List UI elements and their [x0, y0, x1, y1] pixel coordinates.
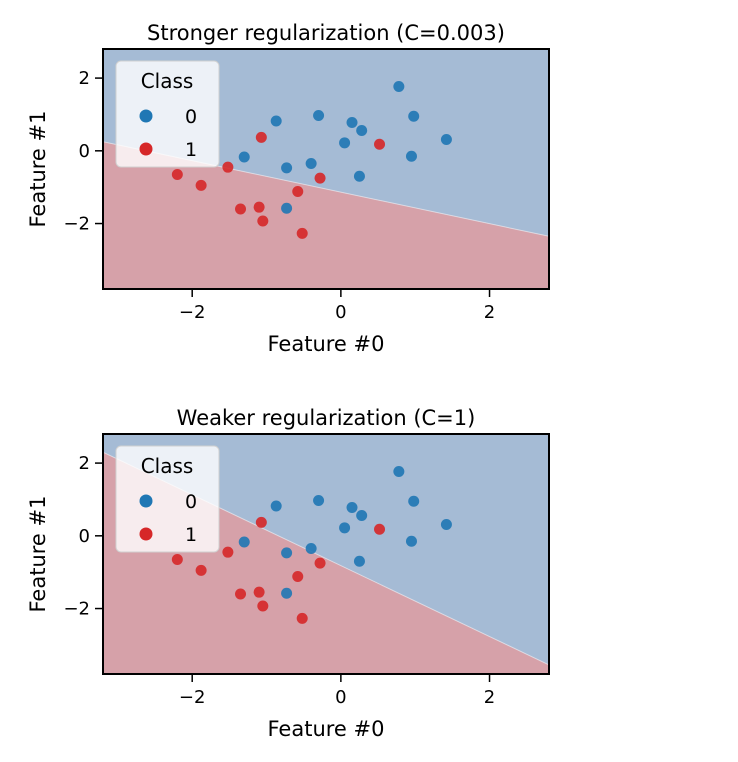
- point-class-1: [296, 612, 308, 624]
- point-class-0: [313, 495, 325, 507]
- point-class-1: [292, 571, 304, 583]
- point-class-0: [270, 115, 282, 127]
- point-class-0: [408, 110, 420, 122]
- point-class-1: [253, 586, 265, 598]
- point-class-0: [353, 555, 365, 567]
- y-axis-label: Feature #1: [26, 111, 50, 228]
- x-axis-label: Feature #0: [268, 717, 385, 741]
- point-class-1: [235, 588, 247, 600]
- point-class-0: [393, 465, 405, 477]
- axes-frame: [102, 48, 550, 290]
- legend-title: Class: [141, 454, 194, 478]
- legend-label: 0: [185, 106, 197, 128]
- axes-frame: [102, 433, 550, 675]
- y-tick-label: 2: [79, 453, 90, 474]
- point-class-0: [408, 495, 420, 507]
- point-class-0: [346, 501, 358, 513]
- point-class-0: [346, 116, 358, 128]
- point-class-1: [171, 168, 183, 180]
- point-class-1: [292, 186, 304, 198]
- point-class-1: [253, 201, 265, 213]
- point-class-1: [374, 138, 386, 150]
- x-axis-label: Feature #0: [268, 332, 385, 356]
- point-class-1: [255, 516, 267, 528]
- point-class-1: [255, 131, 267, 143]
- point-class-0: [305, 543, 317, 555]
- x-tick-label: 2: [484, 687, 495, 708]
- region-class-1: [103, 141, 549, 289]
- x-tick-label: −2: [179, 302, 206, 323]
- point-class-0: [405, 535, 417, 547]
- point-class-0: [281, 202, 293, 214]
- legend-label: 1: [185, 139, 197, 161]
- legend-box: [115, 445, 220, 553]
- chart-1: −2 0 2 −2 0 2 Weaker regularization (C=1) Featu…: [26, 406, 550, 741]
- point-class-1: [374, 523, 386, 535]
- x-tick-label: 2: [484, 302, 495, 323]
- point-class-1: [314, 172, 326, 184]
- legend-box: [115, 60, 220, 168]
- point-class-0: [238, 536, 250, 548]
- y-tick-label: −2: [63, 599, 90, 620]
- point-class-0: [270, 500, 282, 512]
- y-tick-label: 0: [79, 141, 90, 162]
- legend-label: 0: [185, 491, 197, 513]
- point-class-0: [356, 509, 368, 521]
- x-tick-label: 0: [335, 687, 346, 708]
- point-class-0: [339, 137, 351, 149]
- y-tick-label: 2: [79, 68, 90, 89]
- point-class-1: [296, 227, 308, 239]
- chart-title: Stronger regularization (C=0.003): [147, 21, 505, 45]
- point-class-0: [339, 522, 351, 534]
- legend-marker-class-1: [139, 142, 153, 156]
- point-class-0: [281, 162, 293, 174]
- legend-marker-class-0: [139, 109, 153, 123]
- point-class-0: [356, 124, 368, 136]
- chart-0: −2 0 2 −2 0 2 Stronger regularization (C=0.003…: [26, 21, 550, 356]
- legend-marker-class-0: [139, 494, 153, 508]
- point-class-0: [281, 547, 293, 559]
- point-class-1: [195, 179, 207, 191]
- point-class-0: [353, 170, 365, 182]
- point-class-0: [440, 519, 452, 531]
- point-class-1: [235, 203, 247, 215]
- point-class-0: [238, 151, 250, 163]
- point-class-0: [405, 150, 417, 162]
- y-tick-label: 0: [79, 526, 90, 547]
- point-class-0: [305, 158, 317, 170]
- y-tick-label: −2: [63, 214, 90, 235]
- point-class-1: [257, 215, 269, 227]
- x-tick-label: −2: [179, 687, 206, 708]
- point-class-1: [314, 557, 326, 569]
- y-axis-label: Feature #1: [26, 496, 50, 613]
- point-class-0: [393, 80, 405, 92]
- point-class-0: [281, 587, 293, 599]
- legend-label: 1: [185, 524, 197, 546]
- point-class-1: [222, 546, 234, 558]
- legend-title: Class: [141, 69, 194, 93]
- legend: Class 0 1: [115, 60, 220, 168]
- legend: Class 0 1: [115, 445, 220, 553]
- point-class-1: [222, 161, 234, 173]
- chart-title: Weaker regularization (C=1): [177, 406, 476, 430]
- point-class-1: [195, 564, 207, 576]
- x-tick-label: 0: [335, 302, 346, 323]
- legend-marker-class-1: [139, 527, 153, 541]
- point-class-1: [257, 600, 269, 612]
- point-class-0: [440, 134, 452, 146]
- point-class-1: [171, 553, 183, 565]
- point-class-0: [313, 110, 325, 122]
